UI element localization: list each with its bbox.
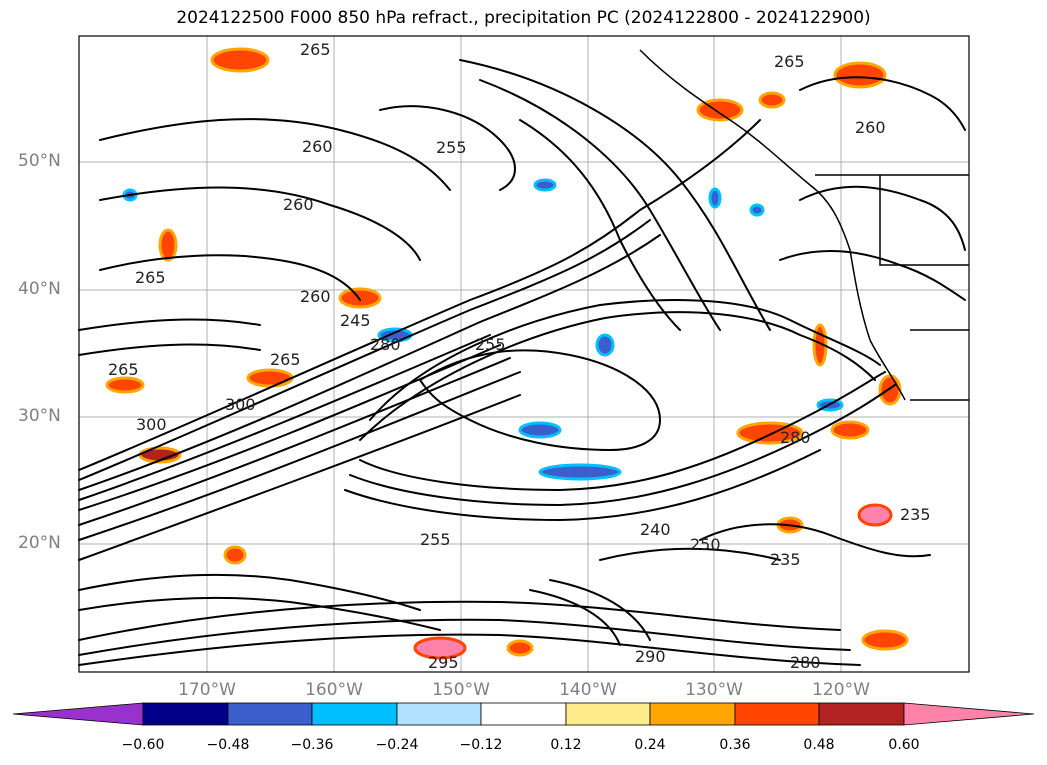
contour-label: 235 <box>770 550 801 569</box>
contour-label: 300 <box>136 415 167 434</box>
lon-label-160w: 160°W <box>305 680 363 700</box>
contour-label: 245 <box>340 311 371 330</box>
refractivity-contours <box>78 59 966 666</box>
contour-label: 300 <box>225 395 256 414</box>
colorbar-segment <box>649 702 736 726</box>
contour-label: 235 <box>900 505 931 524</box>
contour-label: 295 <box>428 653 459 672</box>
colorbar-tick: −0.48 <box>206 737 250 753</box>
colorbar-segment <box>227 702 313 726</box>
contour-label: 250 <box>690 535 721 554</box>
map-title: 2024122500 F000 850 hPa refract., precip… <box>176 8 871 28</box>
contour-label: 265 <box>135 268 166 287</box>
lat-label-50n: 50°N <box>18 151 61 171</box>
colorbar-tick: 0.12 <box>550 737 582 753</box>
colorbar-tick: 0.36 <box>719 737 751 753</box>
colorbar <box>12 702 1035 726</box>
colorbar-segment <box>565 702 651 726</box>
colorbar-segment <box>311 702 398 726</box>
colorbar-segment <box>480 702 567 726</box>
colorbar-extend-high <box>903 702 1035 726</box>
colorbar-tick: 0.48 <box>803 737 835 753</box>
contour-labels: 265 265 260 255 260 265 245 260 265 300 … <box>108 40 931 672</box>
contour-label: 260 <box>300 287 331 306</box>
colorbar-tick: 0.60 <box>888 737 920 753</box>
contour-label: 260 <box>855 118 886 137</box>
contour-label: 260 <box>283 195 314 214</box>
contour-label: 265 <box>270 350 301 369</box>
colorbar-tick: −0.36 <box>290 737 334 753</box>
map-frame <box>78 35 970 673</box>
contour-label: 265 <box>108 360 139 379</box>
contour-label: 280 <box>790 653 821 672</box>
map-plot-area <box>79 36 969 672</box>
colorbar-tick: −0.24 <box>375 737 419 753</box>
coastlines <box>639 49 969 401</box>
contour-label: 255 <box>475 335 506 354</box>
contour-label: 280 <box>780 428 811 447</box>
lat-label-30n: 30°N <box>18 406 61 426</box>
colorbar-segment <box>818 702 905 726</box>
lon-label-150w: 150°W <box>432 680 490 700</box>
colorbar-tick: −0.60 <box>121 737 165 753</box>
contour-label: 255 <box>436 138 467 157</box>
lon-label-130w: 130°W <box>685 680 743 700</box>
contour-label: 265 <box>774 52 805 71</box>
contour-label: 255 <box>420 530 451 549</box>
lon-label-170w: 170°W <box>178 680 236 700</box>
contour-label: 290 <box>635 647 666 666</box>
contour-label: 265 <box>300 40 331 59</box>
colorbar-segment <box>396 702 482 726</box>
contour-label: 260 <box>302 137 333 156</box>
contour-label: 240 <box>640 520 671 539</box>
colorbar-segment <box>142 702 229 726</box>
lon-label-120w: 120°W <box>812 680 870 700</box>
colorbar-tick: 0.24 <box>634 737 666 753</box>
colorbar-segment <box>734 702 820 726</box>
colorbar-extend-low <box>12 702 144 726</box>
lon-label-140w: 140°W <box>559 680 617 700</box>
contour-label: 280 <box>370 335 401 354</box>
lat-label-40n: 40°N <box>18 279 61 299</box>
colorbar-tick: −0.12 <box>459 737 503 753</box>
lat-label-20n: 20°N <box>18 533 61 553</box>
